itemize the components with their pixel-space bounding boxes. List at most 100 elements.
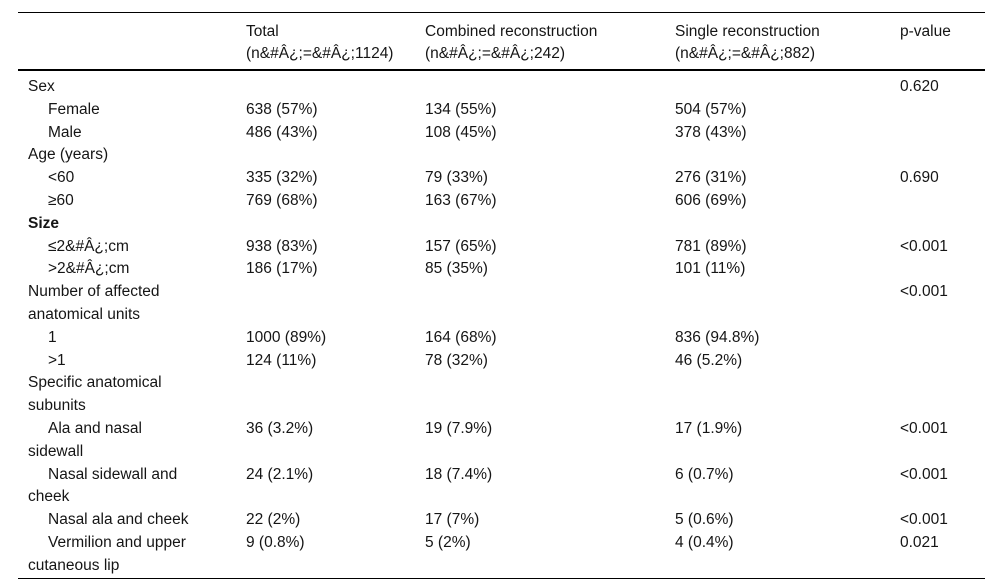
cell-single: 606 (69%) [675, 191, 747, 209]
table-row: Size [18, 213, 985, 236]
cell-combined: 134 (55%) [425, 100, 497, 118]
cell-single: 378 (43%) [675, 123, 747, 141]
cell-single: 836 (94.8%) [675, 328, 760, 346]
row-label: Vermilion and upper cutaneous lip [28, 533, 186, 574]
cell-total: 124 (11%) [246, 351, 317, 369]
row-label: Nasal ala and cheek [48, 511, 189, 529]
table-row: >1 124 (11%) 78 (32%) 46 (5.2%) [18, 350, 985, 373]
patient-characteristics-table: Total (n&#Â¿;=&#Â¿;1124) Combined recons… [18, 12, 985, 579]
column-header-total: Total (n&#Â¿;=&#Â¿;1124) [246, 23, 394, 62]
table-row: Nasal sidewall and cheek 24 (2.1%) 18 (7… [18, 464, 985, 510]
row-label: Female [48, 100, 100, 118]
header-row: Total (n&#Â¿;=&#Â¿;1124) Combined recons… [18, 13, 985, 70]
row-label: Male [48, 123, 82, 141]
table-row: ≤2&#Â¿;cm 938 (83%) 157 (65%) 781 (89%) … [18, 236, 985, 259]
cell-combined [425, 213, 675, 236]
table-row: Ala and nasal sidewall 36 (3.2%) 19 (7.9… [18, 418, 985, 464]
cell-combined: 18 (7.4%) [425, 465, 493, 483]
cell-single: 17 (1.9%) [675, 419, 743, 437]
cell-combined: 163 (67%) [425, 191, 497, 209]
cell-combined: 108 (45%) [425, 123, 497, 141]
cell-single [675, 144, 900, 167]
table-row: Number of affected anatomical units <0.0… [18, 281, 985, 327]
cell-pvalue [900, 122, 985, 145]
row-label: Nasal sidewall and cheek [28, 465, 178, 506]
cell-total: 24 (2.1%) [246, 465, 314, 483]
cell-total: 36 (3.2%) [246, 419, 314, 437]
cell-single: 6 (0.7%) [675, 465, 734, 483]
row-label: ≥60 [48, 191, 74, 209]
cell-combined [425, 144, 675, 167]
table-row: Specific anatomical subunits [18, 372, 985, 418]
cell-single [675, 213, 900, 236]
table-row: Male 486 (43%) 108 (45%) 378 (43%) [18, 122, 985, 145]
cell-total: 9 (0.8%) [246, 533, 305, 551]
row-label: Sex [28, 78, 55, 95]
cell-combined: 78 (32%) [425, 351, 488, 369]
table-row: ≥60 769 (68%) 163 (67%) 606 (69%) [18, 190, 985, 213]
cell-total: 186 (17%) [246, 260, 318, 278]
cell-single [675, 281, 900, 327]
table-row: Nasal ala and cheek 22 (2%) 17 (7%) 5 (0… [18, 509, 985, 532]
cell-single [675, 372, 900, 418]
cell-pvalue: 0.620 [900, 78, 939, 95]
row-label: Age (years) [28, 146, 109, 164]
table-row: <60 335 (32%) 79 (33%) 276 (31%) 0.690 [18, 167, 985, 190]
cell-pvalue: <0.001 [900, 511, 948, 529]
table-row: Vermilion and upper cutaneous lip 9 (0.8… [18, 532, 985, 578]
cell-total: 335 (32%) [246, 169, 318, 187]
cell-total: 769 (68%) [246, 191, 318, 209]
row-label: Number of affected anatomical units [28, 283, 160, 323]
cell-total: 638 (57%) [246, 100, 318, 118]
cell-pvalue: <0.001 [900, 283, 948, 301]
cell-pvalue [900, 144, 985, 167]
cell-total: 1000 (89%) [246, 328, 327, 346]
cell-total: 938 (83%) [246, 237, 318, 255]
cell-pvalue: <0.001 [900, 465, 948, 483]
cell-pvalue [900, 350, 985, 373]
cell-single: 781 (89%) [675, 237, 747, 255]
column-header-single-reconstruction: Single reconstruction (n&#Â¿;=&#Â¿;882) [675, 23, 820, 62]
cell-combined [425, 70, 675, 99]
cell-combined [425, 372, 675, 418]
cell-pvalue [900, 99, 985, 122]
cell-total: 22 (2%) [246, 511, 301, 529]
column-header-combined-reconstruction: Combined reconstruction (n&#Â¿;=&#Â¿;242… [425, 23, 598, 62]
row-label: Ala and nasal sidewall [28, 419, 142, 460]
row-label: ≤2&#Â¿;cm [48, 237, 129, 255]
cell-pvalue [900, 327, 985, 350]
table-row: Age (years) [18, 144, 985, 167]
cell-single: 276 (31%) [675, 169, 747, 187]
row-label: Specific anatomical subunits [28, 374, 162, 415]
row-label: >2&#Â¿;cm [48, 260, 130, 278]
cell-single: 4 (0.4%) [675, 533, 734, 551]
cell-pvalue [900, 372, 985, 418]
cell-total [246, 372, 425, 418]
table-row: Sex 0.620 [18, 70, 985, 99]
cell-combined: 157 (65%) [425, 237, 497, 255]
cell-pvalue: <0.001 [900, 237, 948, 255]
cell-combined: 79 (33%) [425, 169, 488, 187]
cell-combined: 164 (68%) [425, 328, 497, 346]
column-header-pvalue: p-value [900, 23, 951, 40]
cell-total [246, 281, 425, 327]
cell-combined [425, 281, 675, 327]
cell-combined: 5 (2%) [425, 533, 471, 551]
table-row: 1 1000 (89%) 164 (68%) 836 (94.8%) [18, 327, 985, 350]
table-body: Sex 0.620 Female 638 (57%) 134 (55%) 504… [18, 70, 985, 578]
cell-combined: 85 (35%) [425, 260, 488, 278]
cell-pvalue [900, 213, 985, 236]
cell-single: 46 (5.2%) [675, 351, 743, 369]
cell-total [246, 144, 425, 167]
cell-total [246, 70, 425, 99]
cell-pvalue: <0.001 [900, 419, 948, 437]
cell-single [675, 70, 900, 99]
cell-single: 5 (0.6%) [675, 511, 734, 529]
cell-combined: 19 (7.9%) [425, 419, 493, 437]
row-label: Size [28, 214, 60, 232]
cell-pvalue: 0.021 [900, 533, 939, 551]
row-label: >1 [48, 351, 66, 369]
cell-single: 101 (11%) [675, 260, 746, 278]
row-label: <60 [48, 169, 75, 187]
